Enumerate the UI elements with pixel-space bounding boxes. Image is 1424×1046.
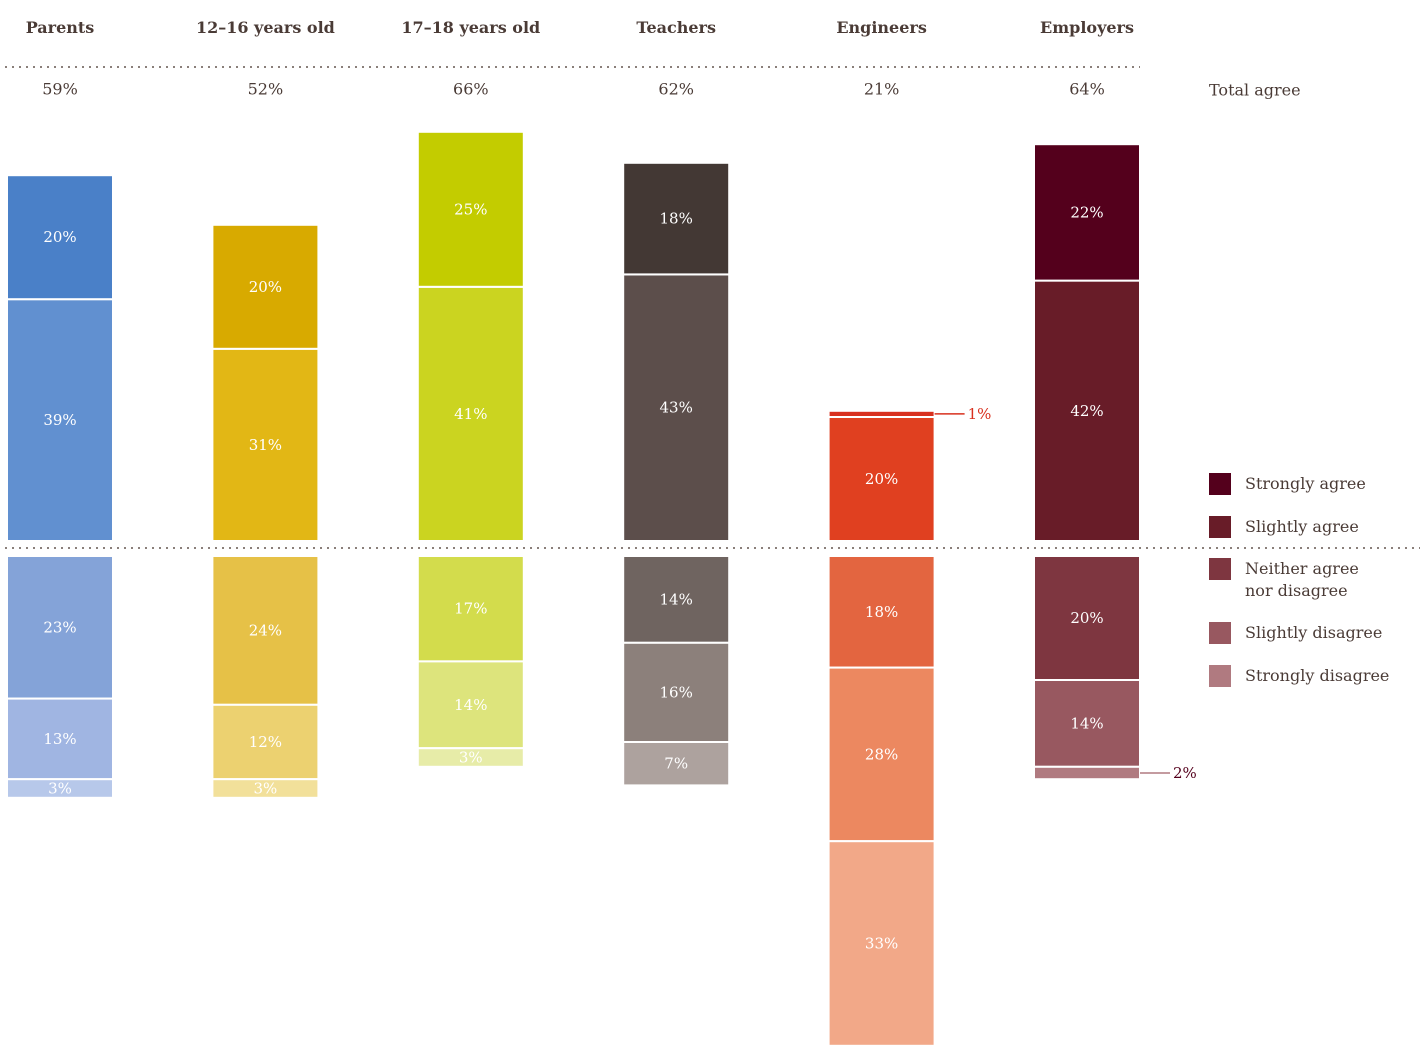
bar-segment: [827, 840, 936, 1046]
legend-item: Strongly agree: [1209, 473, 1415, 495]
value-label: 3%: [254, 780, 278, 798]
bar-segment: [416, 555, 525, 663]
bar-segment: [622, 641, 731, 743]
value-label: 3%: [48, 780, 72, 798]
value-label: 42%: [1070, 402, 1103, 420]
bar-segment: [211, 223, 320, 350]
value-label: 22%: [1070, 203, 1103, 221]
total-label: 64%: [1069, 80, 1105, 99]
legend-swatch: [1209, 665, 1231, 687]
legend-item: Slightly agree: [1209, 516, 1415, 538]
bar-segment: [1033, 679, 1141, 768]
value-label: 14%: [1070, 714, 1103, 732]
legend-label: Slightly agree: [1245, 517, 1359, 536]
bar-segment: [416, 747, 525, 768]
total-label: 66%: [453, 80, 489, 99]
category-label: Employers: [1040, 17, 1134, 37]
callout-label: 2%: [1173, 764, 1197, 782]
bar-segment: [6, 697, 114, 781]
bar-segment: [6, 555, 114, 700]
legend-label: Neither agree nor disagree: [1245, 559, 1359, 600]
bar-segment: [622, 741, 731, 787]
value-label: 14%: [660, 590, 693, 608]
value-label: 20%: [865, 470, 898, 488]
totals-label: Total agree: [1209, 81, 1301, 100]
total-label: 59%: [42, 80, 78, 99]
value-label: 20%: [1070, 609, 1103, 627]
legend-swatch: [1209, 473, 1231, 495]
legend-item: Strongly disagree: [1209, 665, 1415, 687]
category-label: 12–16 years old: [195, 17, 335, 37]
bar-segment: [6, 174, 114, 301]
legend-swatch: [1209, 516, 1231, 538]
legend-swatch: [1209, 622, 1231, 644]
legend-item: Slightly disagree: [1209, 622, 1415, 644]
value-label: 7%: [664, 755, 688, 773]
bar-segment: [211, 555, 320, 706]
bar-segment: [827, 416, 936, 542]
value-label: 24%: [249, 621, 282, 639]
total-label: 52%: [248, 80, 284, 99]
value-label: 14%: [454, 696, 487, 714]
value-label: 31%: [249, 436, 282, 454]
value-label: 18%: [865, 603, 898, 621]
legend-swatch: [1209, 558, 1231, 580]
bar-segment: [1033, 765, 1141, 781]
bar-segment: [1033, 555, 1141, 681]
value-label: 13%: [43, 730, 76, 748]
value-label: 43%: [660, 399, 693, 417]
bar-segment: [622, 161, 731, 276]
value-label: 39%: [43, 411, 76, 429]
bar-segment: [416, 130, 525, 288]
value-label: 3%: [459, 749, 483, 767]
legend-label: Strongly disagree: [1245, 666, 1390, 685]
value-label: 18%: [660, 210, 693, 228]
bar-segment: [1033, 279, 1141, 542]
category-label: Engineers: [836, 17, 927, 37]
value-label: 33%: [865, 935, 898, 953]
callout-label: 1%: [968, 405, 992, 423]
bar-segment: [211, 778, 320, 799]
category-label: Teachers: [636, 17, 716, 37]
bar-segment: [6, 778, 114, 799]
total-label: 21%: [864, 80, 900, 99]
value-label: 41%: [454, 405, 487, 423]
value-label: 12%: [249, 733, 282, 751]
bar-segment: [622, 273, 731, 542]
value-label: 23%: [43, 618, 76, 636]
value-label: 20%: [43, 228, 76, 246]
bar-segment: [1033, 143, 1141, 282]
category-label: Parents: [25, 17, 95, 37]
value-label: 20%: [249, 278, 282, 296]
bar-segment: [211, 703, 320, 781]
legend-item: Neither agree nor disagree: [1209, 558, 1385, 602]
category-label: 17–18 years old: [401, 17, 541, 37]
legend-label: Slightly disagree: [1245, 623, 1383, 642]
value-label: 16%: [660, 683, 693, 701]
bar-segment: [416, 285, 525, 542]
bar-segment: [6, 298, 114, 543]
value-label: 28%: [865, 745, 898, 763]
value-label: 25%: [454, 200, 487, 218]
legend-label: Strongly agree: [1245, 474, 1366, 493]
value-label: 17%: [454, 600, 487, 618]
total-label: 62%: [658, 80, 694, 99]
bar-segment: [827, 409, 936, 418]
